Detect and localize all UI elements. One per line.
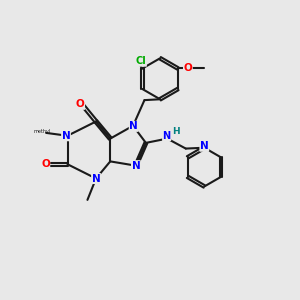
Text: N: N xyxy=(129,122,138,131)
Text: O: O xyxy=(76,99,85,109)
Text: H: H xyxy=(172,128,179,136)
Text: N: N xyxy=(92,173,100,184)
Text: O: O xyxy=(41,159,50,169)
Text: N: N xyxy=(61,131,70,141)
Text: O: O xyxy=(184,64,192,74)
Text: methyl: methyl xyxy=(33,129,50,134)
Text: Cl: Cl xyxy=(136,56,146,66)
Text: N: N xyxy=(200,141,209,151)
Text: N: N xyxy=(131,161,140,171)
Text: N: N xyxy=(163,130,171,141)
